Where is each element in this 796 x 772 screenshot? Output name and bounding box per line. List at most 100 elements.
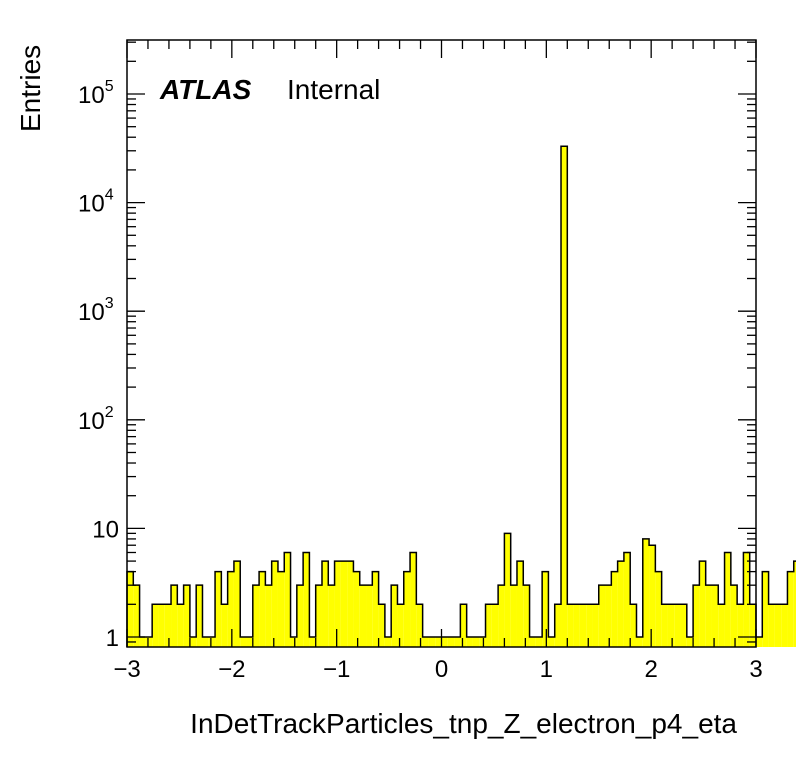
histogram-bar <box>359 585 367 647</box>
histogram-bar <box>435 637 442 647</box>
histogram-bar <box>171 585 178 647</box>
histogram-bar <box>605 585 612 647</box>
histogram-bar <box>567 604 574 647</box>
histogram-bar <box>246 637 253 647</box>
histogram-bar <box>454 637 461 647</box>
histogram-bars <box>127 146 796 648</box>
histogram-bar <box>397 604 404 647</box>
histogram-bar <box>416 604 423 647</box>
histogram-bar <box>730 585 738 647</box>
histogram-bar <box>202 637 209 647</box>
x-tick-label: −3 <box>113 656 140 683</box>
histogram-bar <box>529 637 536 647</box>
histogram-bar <box>164 604 172 647</box>
plot-frame <box>126 39 757 648</box>
axis-ticks <box>126 40 757 647</box>
x-tick-label: 2 <box>644 656 657 683</box>
histogram-bar <box>158 604 165 647</box>
histogram-bar <box>384 637 392 647</box>
histogram-bar <box>479 637 486 647</box>
histogram-bar <box>768 604 775 647</box>
histogram-bar <box>347 561 354 647</box>
histogram-bar <box>523 585 530 647</box>
histogram-bar <box>611 571 618 647</box>
histogram-bar <box>535 637 543 647</box>
histogram-bar <box>793 561 796 647</box>
histogram-bar <box>542 571 549 647</box>
histogram-bar <box>460 604 467 647</box>
histogram-bar <box>152 604 159 647</box>
histogram-bar <box>705 585 712 647</box>
histogram-bar <box>252 585 260 647</box>
histogram-bar <box>215 571 222 647</box>
histogram-bar <box>598 585 606 647</box>
histogram-bar <box>208 637 216 647</box>
histogram-bar <box>504 533 511 647</box>
histogram-bar <box>428 637 436 647</box>
histogram-bar <box>617 561 624 647</box>
x-tick-label: −1 <box>323 656 350 683</box>
histogram-bar <box>472 637 480 647</box>
histogram-bar <box>586 604 593 647</box>
histogram-bar <box>233 561 241 647</box>
histogram-bar <box>743 552 750 647</box>
histogram-bar <box>296 585 304 647</box>
histogram-bar <box>649 545 656 647</box>
histogram-bar <box>686 637 694 647</box>
histogram-bar <box>410 552 417 647</box>
histogram-bar <box>366 585 373 647</box>
histogram-bar <box>655 571 662 647</box>
histogram-bar <box>177 604 184 647</box>
x-axis-title: InDetTrackParticles_tnp_Z_electron_p4_et… <box>190 708 737 739</box>
histogram-bar <box>642 538 650 647</box>
histogram-bar <box>290 637 297 647</box>
histogram-bar <box>711 585 719 647</box>
histogram-bar <box>378 604 385 647</box>
y-tick-label: 103 <box>78 295 114 326</box>
histogram-bar <box>466 637 473 647</box>
y-tick-label: 102 <box>78 404 114 435</box>
y-tick-label: 10 <box>92 516 119 543</box>
histogram-bar <box>391 585 398 647</box>
histogram-bar <box>573 604 580 647</box>
histogram-bar <box>196 585 203 647</box>
histogram-bar <box>145 637 153 647</box>
histogram-bar <box>561 146 568 648</box>
histogram-bar <box>592 604 599 647</box>
histogram-bar <box>680 604 687 647</box>
histogram-bar <box>774 604 782 647</box>
histogram-bar <box>718 604 725 647</box>
histogram-bar <box>661 604 668 647</box>
histogram-bar <box>271 561 278 647</box>
histogram-bar <box>321 561 329 647</box>
y-tick-label: 104 <box>78 187 114 218</box>
y-tick-label: 105 <box>78 78 114 109</box>
histogram-bar <box>277 571 285 647</box>
histogram-bar <box>183 585 190 647</box>
histogram-bar <box>579 604 587 647</box>
histogram-bar <box>749 604 756 647</box>
histogram-bar <box>227 571 234 647</box>
histogram-bar <box>516 561 524 647</box>
histogram-bar <box>240 637 247 647</box>
histogram-bar <box>403 571 411 647</box>
histogram-bar <box>139 637 146 647</box>
histogram-bar <box>334 561 341 647</box>
histogram-bar <box>303 552 310 647</box>
histogram-bar <box>667 604 675 647</box>
histogram-bar <box>328 585 335 647</box>
x-tick-label: −2 <box>218 656 245 683</box>
histogram-bar <box>724 552 731 647</box>
histogram-bar <box>221 604 228 647</box>
histogram-bar <box>485 604 492 647</box>
histogram-bar <box>127 571 134 647</box>
x-tick-label: 0 <box>435 656 448 683</box>
histogram-bar <box>265 585 272 647</box>
histogram-bar <box>699 561 706 647</box>
histogram-bar <box>340 561 348 647</box>
histogram-bar <box>259 571 266 647</box>
histogram-bar <box>447 637 455 647</box>
histogram-bar <box>674 604 681 647</box>
histogram-bar <box>189 637 197 647</box>
